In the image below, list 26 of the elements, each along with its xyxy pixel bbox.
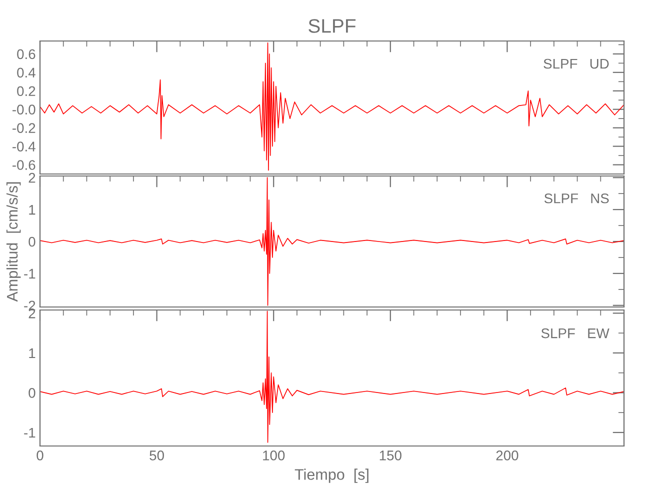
- y-tick-label: 1: [29, 205, 36, 215]
- annotation: SLPF NS: [544, 193, 609, 204]
- x-tick-label: 50: [150, 450, 164, 460]
- x-tick-label: 200: [496, 450, 518, 460]
- y-tick-label: 0.6: [17, 49, 36, 60]
- annotation: SLPF UD: [544, 58, 609, 69]
- line-series: [40, 42, 624, 171]
- y-tick-label: 1: [29, 348, 36, 358]
- y-tick-label: 0.4: [17, 68, 36, 78]
- y-tick-label: -1: [24, 428, 36, 438]
- y-tick-label: -0.2: [12, 123, 36, 133]
- y-tick-label: 0: [28, 236, 36, 247]
- x-tick-label: 100: [263, 450, 285, 460]
- y-tick-label: -0.4: [12, 142, 36, 152]
- y-tick-label: 0: [28, 388, 36, 398]
- chart-title: SLPF: [308, 19, 356, 33]
- y-tick-label: -0.0: [12, 104, 36, 115]
- y-axis-title: Amplitud [cm/s/s]: [6, 182, 21, 302]
- y-tick-label: 0.2: [17, 86, 36, 96]
- x-tick-label: 0: [36, 450, 44, 460]
- y-tick-label: -0.6: [12, 160, 36, 170]
- x-axis-title: Tiempo [s]: [294, 468, 368, 483]
- y-tick-label: 2: [28, 172, 36, 183]
- y-tick-label: -1: [24, 268, 36, 278]
- x-tick-label: 150: [380, 450, 402, 460]
- annotation: SLPF EW: [541, 328, 610, 338]
